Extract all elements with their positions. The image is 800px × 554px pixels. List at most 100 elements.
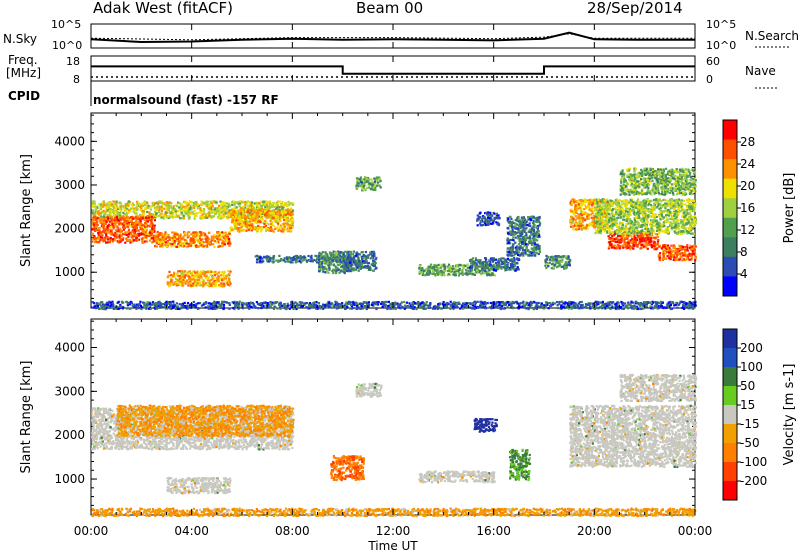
power-echo-cell: [177, 233, 179, 235]
power-echo-cell: [142, 231, 144, 233]
power-echo-cell: [106, 204, 108, 206]
power-echo-cell: [127, 212, 129, 214]
power-ytick-label: 1000: [54, 265, 85, 279]
power-echo-cell: [168, 243, 170, 245]
power-echo-cell: [151, 231, 153, 233]
power-echo-cell: [264, 206, 266, 208]
power-echo-cell: [213, 200, 215, 202]
power-ytick-label: 4000: [54, 134, 85, 148]
power-echo-cell: [266, 204, 268, 206]
power-echo-cell: [174, 216, 176, 218]
power-echo-cell: [149, 219, 151, 221]
power-echo-cell: [110, 226, 112, 228]
power-echo-cell: [112, 200, 114, 202]
power-echo-cell: [144, 219, 146, 221]
power-echo-cell: [209, 203, 211, 205]
power-echo-cell: [140, 209, 142, 211]
noise-ytick-left-top: 10^5: [51, 18, 81, 31]
power-echo-cell: [144, 202, 146, 204]
power-echo-cell: [254, 202, 256, 204]
power-echo-cell: [200, 231, 202, 233]
power-echo-cell: [194, 214, 196, 216]
power-echo-cell: [235, 202, 237, 204]
power-echo-cell: [116, 201, 118, 203]
power-echo-cell: [107, 225, 109, 227]
power-echo-cell: [226, 210, 228, 212]
power-echo-cell: [154, 225, 156, 227]
power-echo-cell: [199, 207, 201, 209]
power-echo-cell: [194, 203, 196, 205]
power-echo-cell: [135, 207, 137, 209]
power-echo-cell: [166, 245, 168, 247]
power-echo-cell: [136, 209, 138, 211]
power-echo-cell: [219, 214, 221, 216]
power-echo-cell: [114, 234, 116, 236]
power-echo-cell: [105, 234, 107, 236]
power-echo-cell: [135, 234, 137, 236]
power-echo-cell: [163, 208, 165, 210]
power-echo-cell: [102, 218, 104, 220]
power-echo-cell: [209, 242, 211, 244]
power-echo-cell: [165, 241, 167, 243]
power-echo-cell: [111, 203, 113, 205]
power-echo-cell: [124, 216, 126, 218]
power-echo-cell: [95, 205, 97, 207]
power-echo-cell: [152, 204, 154, 206]
power-echo-cell: [213, 246, 215, 248]
power-echo-cell: [176, 246, 178, 248]
power-echo-cell: [183, 217, 185, 219]
cpid-text: normalsound (fast) -157 RF: [93, 93, 279, 107]
power-echo-cell: [100, 239, 102, 241]
power-echo-cell: [122, 226, 124, 228]
power-echo-cell: [191, 240, 193, 242]
freq-left-label: Freq.: [8, 53, 38, 67]
power-echo-cell: [165, 211, 167, 213]
power-echo-cell: [128, 224, 130, 226]
power-echo-cell: [217, 210, 219, 212]
power-echo-cell: [115, 236, 117, 238]
power-echo-cell: [256, 204, 258, 206]
power-echo-cell: [126, 203, 128, 205]
power-echo-cell: [128, 200, 130, 202]
power-echo-cell: [173, 244, 175, 246]
power-echo-cell: [250, 204, 252, 206]
power-echo-cell: [149, 232, 151, 234]
power-echo-cell: [174, 238, 176, 240]
noise-left-label: N.Sky: [3, 32, 37, 46]
power-echo-cell: [156, 245, 158, 247]
power-echo-cell: [148, 217, 150, 219]
power-echo-cell: [208, 238, 210, 240]
power-echo-cell: [195, 239, 197, 241]
power-echo-cell: [209, 210, 211, 212]
nave-ytick-top: 60: [706, 55, 720, 68]
power-echo-cell: [265, 201, 267, 203]
power-echo-cell: [244, 201, 246, 203]
power-echo-cell: [207, 201, 209, 203]
power-echo-cell: [104, 237, 106, 239]
power-echo-cell: [161, 234, 163, 236]
power-echo-cell: [115, 229, 117, 231]
power-echo-cell: [229, 205, 231, 207]
power-echo-cell: [268, 207, 270, 209]
power-echo-cell: [158, 207, 160, 209]
power-echo-cell: [149, 229, 151, 231]
power-echo-cell: [211, 202, 213, 204]
power-echo-cell: [197, 204, 199, 206]
power-echo-cell: [168, 209, 170, 211]
power-echo-cell: [128, 209, 130, 211]
power-echo-cell: [199, 217, 201, 219]
power-echo-cell: [100, 232, 102, 234]
power-echo-cell: [120, 202, 122, 204]
freq-ytick-bottom: 8: [73, 73, 80, 86]
power-echo-cell: [110, 237, 112, 239]
power-echo-cell: [203, 208, 205, 210]
power-echo-cell: [110, 210, 112, 212]
power-echo-cell: [185, 209, 187, 211]
power-echo-cell: [166, 204, 168, 206]
power-echo-cell: [135, 225, 137, 227]
power-echo-cell: [226, 207, 228, 209]
power-echo-cell: [179, 202, 181, 204]
power-echo-cell: [175, 212, 177, 214]
power-echo-cell: [91, 212, 93, 214]
power-echo-cell: [211, 238, 213, 240]
